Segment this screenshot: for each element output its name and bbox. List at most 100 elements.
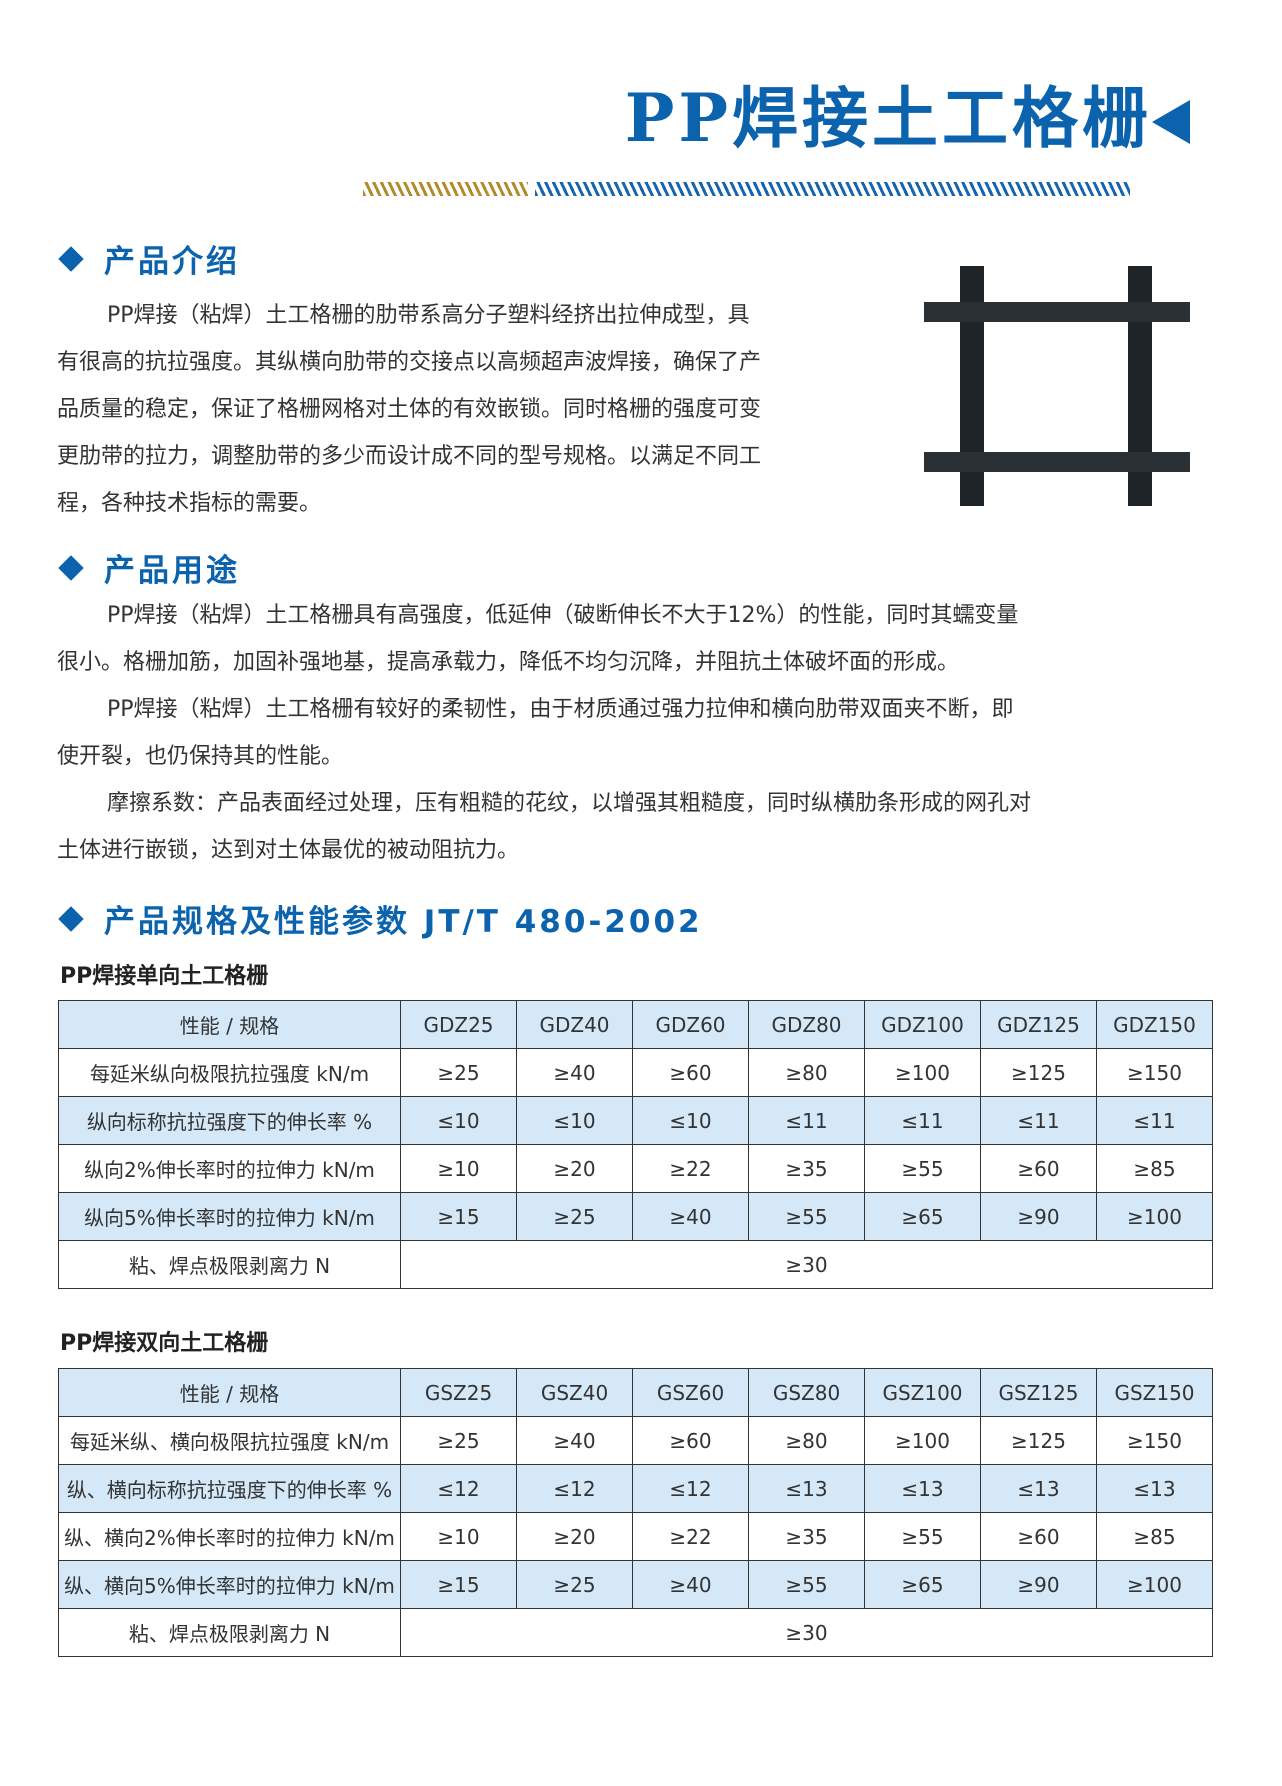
column-header: GSZ40 [516,1368,633,1417]
spec-table-biaxial: 性能 / 规格 GSZ25 GSZ40 GSZ60 GSZ80 GSZ100 GSZ125 G… [58,1368,1213,1657]
text-line: 很小。格栅加筋，加固补强地基，提高承载力，降低不均匀沉降，并阻抗土体破坏面的形成… [57,650,960,675]
text-line: 更肋带的拉力，调整肋带的多少而设计成不同的型号规格。以满足不同工 [57,444,762,469]
table-cell: ≥40 [632,1560,749,1609]
text-line: 土体进行嵌锁，达到对土体最优的被动阻抗力。 [57,838,520,863]
table-row: 粘、焊点极限剥离力 N ≥30 [58,1240,1213,1289]
table-cell: ≤10 [516,1096,633,1145]
text-line: 使开裂，也仍保持其的性能。 [57,744,344,769]
table-cell: ≥65 [864,1192,981,1241]
row-label: 纵向5%伸长率时的拉伸力 kN/m [58,1192,401,1241]
table-cell-merged: ≥30 [400,1608,1213,1657]
text-line: 有很高的抗拉强度。其纵横向肋带的交接点以高频超声波焊接，确保了产 [57,350,762,375]
table-cell: ≥35 [748,1512,865,1561]
table-cell: ≥125 [980,1416,1097,1465]
table-cell: ≥40 [516,1048,633,1097]
row-label: 纵、横向2%伸长率时的拉伸力 kN/m [58,1512,401,1561]
table-cell: ≤10 [632,1096,749,1145]
column-header: GSZ80 [748,1368,865,1417]
table-cell: ≥25 [400,1048,517,1097]
column-header: GDZ150 [1096,1000,1213,1049]
table-cell: ≥10 [400,1512,517,1561]
table-cell: ≥22 [632,1512,749,1561]
table-row: 纵、横向标称抗拉强度下的伸长率 % ≤12 ≤12 ≤12 ≤13 ≤13 ≤13 ≤13 [58,1464,1213,1513]
row-label: 每延米纵向极限抗拉强度 kN/m [58,1048,401,1097]
table-header-row: 性能 / 规格 GSZ25 GSZ40 GSZ60 GSZ80 GSZ100 GSZ125 G… [58,1368,1213,1417]
table-cell: ≥150 [1096,1416,1213,1465]
section-heading-specs: 产品规格及性能参数 JT/T 480-2002 [58,896,703,941]
table-cell: ≥10 [400,1144,517,1193]
text-line: 摩擦系数：产品表面经过处理，压有粗糙的花纹，以增强其粗糙度，同时纵横肋条形成的网… [107,791,1032,816]
table-cell: ≤13 [748,1464,865,1513]
table-cell: ≥55 [864,1512,981,1561]
column-header: GSZ125 [980,1368,1097,1417]
section-heading-text: 产品介绍 [104,244,240,280]
table-cell: ≥15 [400,1192,517,1241]
table-cell: ≥60 [980,1512,1097,1561]
row-label: 纵向标称抗拉强度下的伸长率 % [58,1096,401,1145]
table-row: 纵向5%伸长率时的拉伸力 kN/m ≥15 ≥25 ≥40 ≥55 ≥65 ≥90 ≥100 [58,1192,1213,1241]
table-cell: ≤11 [980,1096,1097,1145]
column-header: GDZ40 [516,1000,633,1049]
column-header: GDZ80 [748,1000,865,1049]
table-cell: ≥80 [748,1048,865,1097]
table-cell: ≥55 [864,1144,981,1193]
table-cell: ≥15 [400,1560,517,1609]
table-cell: ≤12 [400,1464,517,1513]
table-cell: ≤11 [1096,1096,1213,1145]
text-line: 品质量的稳定，保证了格栅网格对土体的有效嵌锁。同时格栅的强度可变 [57,397,762,422]
row-header-label: 性能 / 规格 [58,1000,401,1049]
gold-stripe-divider [363,182,528,196]
section-heading-text: 产品规格及性能参数 JT/T 480-2002 [104,904,703,940]
table-cell: ≤12 [516,1464,633,1513]
column-header: GDZ25 [400,1000,517,1049]
diamond-bullet-icon [58,245,84,272]
row-label: 纵、横向5%伸长率时的拉伸力 kN/m [58,1560,401,1609]
table-cell: ≤13 [1096,1464,1213,1513]
table-cell: ≥100 [864,1048,981,1097]
text-line: PP焊接（粘焊）土工格栅具有高强度，低延伸（破断伸长不大于12%）的性能，同时其… [107,603,1019,628]
table-cell: ≥65 [864,1560,981,1609]
column-header: GSZ100 [864,1368,981,1417]
page-title: PP焊接土工格栅 [624,79,1152,157]
diamond-bullet-icon [58,554,84,581]
table-cell: ≥100 [864,1416,981,1465]
table-cell: ≤12 [632,1464,749,1513]
row-label: 每延米纵、横向极限抗拉强度 kN/m [58,1416,401,1465]
table-cell: ≥25 [400,1416,517,1465]
section-heading-text: 产品用途 [104,553,240,589]
table-cell: ≥25 [516,1192,633,1241]
spec-table-uniaxial: 性能 / 规格 GDZ25 GDZ40 GDZ60 GDZ80 GDZ100 GDZ125 G… [58,1000,1213,1289]
table-cell: ≥80 [748,1416,865,1465]
table-header-row: 性能 / 规格 GDZ25 GDZ40 GDZ60 GDZ80 GDZ100 GDZ125 G… [58,1000,1213,1049]
column-header: GDZ100 [864,1000,981,1049]
table-cell: ≥22 [632,1144,749,1193]
arrow-left-icon [1152,100,1190,144]
diamond-bullet-icon [58,905,84,932]
table-row: 纵、横向2%伸长率时的拉伸力 kN/m ≥10 ≥20 ≥22 ≥35 ≥55 ≥60 ≥85 [58,1512,1213,1561]
table-cell: ≥90 [980,1192,1097,1241]
section-heading-intro: 产品介绍 [58,236,240,281]
row-label: 粘、焊点极限剥离力 N [58,1608,401,1657]
column-header: GDZ125 [980,1000,1097,1049]
table-cell: ≤10 [400,1096,517,1145]
row-label: 纵向2%伸长率时的拉伸力 kN/m [58,1144,401,1193]
table-cell: ≥25 [516,1560,633,1609]
column-header: GSZ150 [1096,1368,1213,1417]
table-cell: ≥40 [516,1416,633,1465]
table-cell: ≥60 [632,1048,749,1097]
table-cell: ≥150 [1096,1048,1213,1097]
table-cell: ≥90 [980,1560,1097,1609]
table-row: 纵向2%伸长率时的拉伸力 kN/m ≥10 ≥20 ≥22 ≥35 ≥55 ≥60 ≥85 [58,1144,1213,1193]
table-cell: ≥60 [980,1144,1097,1193]
blue-stripe-divider [535,182,1130,196]
table-cell: ≥60 [632,1416,749,1465]
table-cell: ≥20 [516,1512,633,1561]
table-cell: ≥40 [632,1192,749,1241]
table-caption-biaxial: PP焊接双向土工格栅 [60,1331,269,1356]
column-header: GSZ25 [400,1368,517,1417]
table-caption-uniaxial: PP焊接单向土工格栅 [60,964,269,989]
table-cell: ≥55 [748,1560,865,1609]
column-header: GDZ60 [632,1000,749,1049]
table-row: 每延米纵、横向极限抗拉强度 kN/m ≥25 ≥40 ≥60 ≥80 ≥100 ≥125 ≥1… [58,1416,1213,1465]
table-cell: ≥100 [1096,1192,1213,1241]
